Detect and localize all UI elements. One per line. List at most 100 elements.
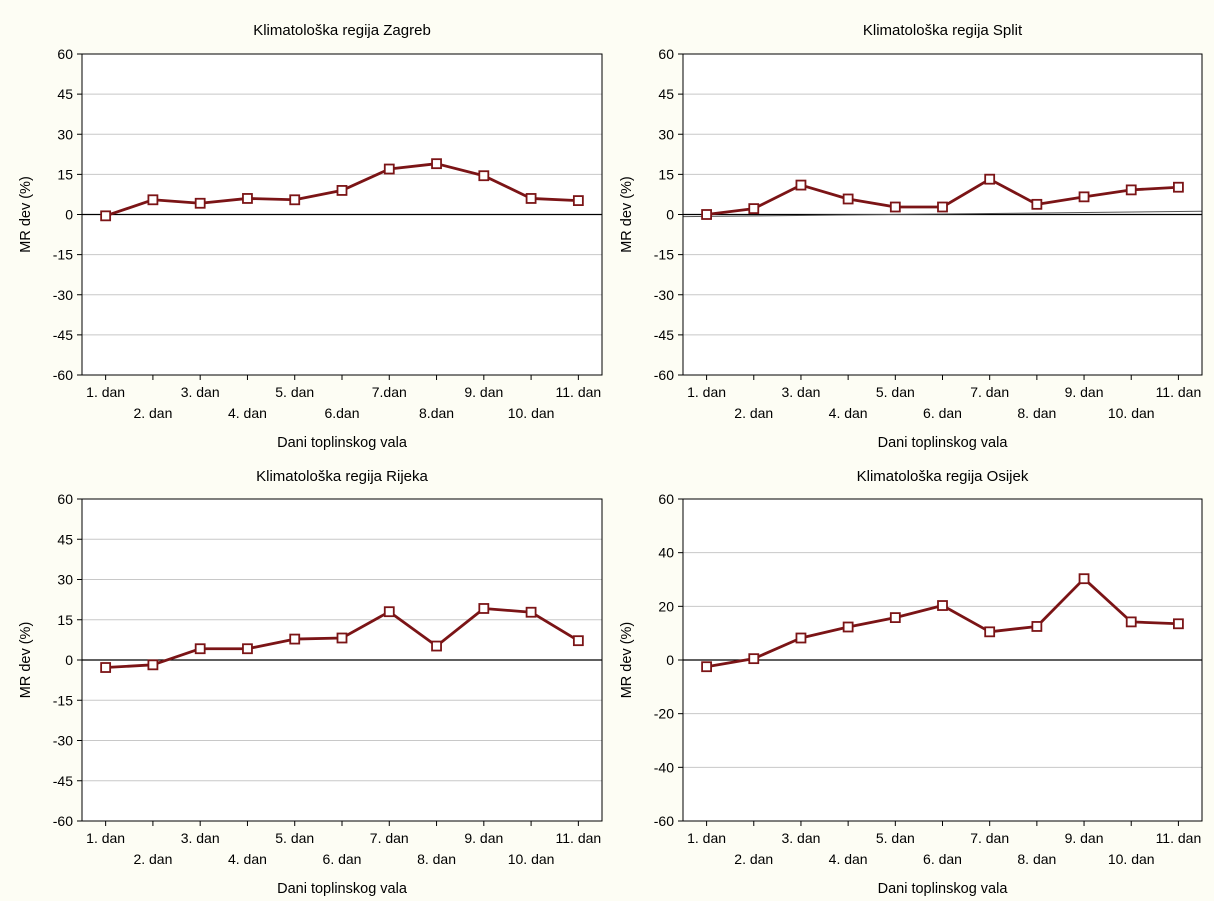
chart-title: Klimatološka regija Split xyxy=(863,22,1023,39)
chart-title: Klimatološka regija Osijek xyxy=(857,468,1029,485)
y-tick-label: 45 xyxy=(658,86,674,102)
y-tick-label: 30 xyxy=(57,126,73,142)
x-tick-label: 11. dan xyxy=(1156,830,1202,846)
data-point xyxy=(431,158,442,170)
chart-title: Klimatološka regija Zagreb xyxy=(253,22,431,39)
data-point xyxy=(383,163,395,175)
data-point xyxy=(748,653,760,665)
x-tick-label: 1. dan xyxy=(687,830,726,846)
y-tick-label: -20 xyxy=(654,706,674,722)
x-tick-label: 1. dan xyxy=(86,384,125,400)
x-tick-label: 7. dan xyxy=(970,830,1009,846)
data-point xyxy=(242,193,253,204)
y-tick-label: -60 xyxy=(654,367,674,383)
panel-1: 60 45 30 15 0 -15 -30 -45 -60 1. dan 2. dan 3. dan 4… xyxy=(18,22,603,451)
x-tick-label: 6. dan xyxy=(923,405,962,421)
chart-title: Klimatološka regija Rijeka xyxy=(256,468,428,485)
data-point xyxy=(194,643,206,655)
x-tick-label: 9. dan xyxy=(1065,384,1104,400)
x-tick-label: 7. dan xyxy=(370,830,409,846)
x-tick-label: 2. dan xyxy=(734,405,773,421)
y-tick-label: -60 xyxy=(654,813,674,829)
y-tick-label: 0 xyxy=(65,207,73,223)
data-point xyxy=(795,179,807,191)
data-point xyxy=(1031,198,1043,210)
x-tick-label: 6. dan xyxy=(323,851,362,867)
data-point xyxy=(889,201,901,213)
y-tick-label: 60 xyxy=(658,491,674,507)
x-tick-label: 10. dan xyxy=(1108,851,1155,867)
y-tick-label: 60 xyxy=(57,491,73,507)
x-tick-label: 10. dan xyxy=(1108,405,1155,421)
y-axis-label: MR dev (%) xyxy=(18,176,34,253)
data-point xyxy=(1031,621,1043,632)
data-point xyxy=(795,632,807,644)
y-tick-label: 0 xyxy=(666,207,674,223)
y-tick-label: 45 xyxy=(57,531,73,547)
data-point xyxy=(525,193,537,204)
x-tick-label: 4. dan xyxy=(829,851,868,867)
x-tick-label: 6.dan xyxy=(324,405,359,421)
y-tick-label: 0 xyxy=(65,652,73,668)
y-tick-label: -15 xyxy=(654,247,674,263)
x-axis-label: Dani toplinskog vala xyxy=(277,435,408,451)
y-tick-label: 60 xyxy=(658,46,674,62)
data-point xyxy=(100,210,112,222)
x-tick-label: 8.dan xyxy=(419,405,454,421)
data-point xyxy=(289,633,301,645)
x-tick-label: 3. dan xyxy=(781,384,820,400)
x-tick-label: 4. dan xyxy=(228,851,267,867)
x-tick-label: 11. dan xyxy=(556,830,602,846)
x-tick-label: 8. dan xyxy=(417,851,456,867)
data-point xyxy=(336,185,348,196)
y-tick-label: 15 xyxy=(57,166,73,182)
data-point xyxy=(478,603,490,614)
y-tick-label: 45 xyxy=(57,86,73,102)
data-point xyxy=(289,194,301,206)
data-point xyxy=(842,621,854,633)
y-tick-label: -45 xyxy=(53,327,73,343)
data-point xyxy=(701,209,712,220)
y-tick-label: -60 xyxy=(53,367,73,383)
data-point xyxy=(242,643,253,655)
x-tick-label: 11. dan xyxy=(556,384,602,400)
x-tick-label: 4. dan xyxy=(829,405,868,421)
x-tick-label: 7.dan xyxy=(372,384,407,400)
x-tick-label: 4. dan xyxy=(228,405,267,421)
x-tick-label: 10. dan xyxy=(508,851,555,867)
data-point xyxy=(1125,616,1137,628)
trend-line xyxy=(682,210,1203,218)
data-point xyxy=(572,635,584,647)
y-tick-label: 20 xyxy=(658,598,674,614)
data-point xyxy=(147,194,159,206)
y-axis-label: MR dev (%) xyxy=(619,622,635,699)
y-tick-label: 60 xyxy=(57,46,73,62)
x-tick-label: 2. dan xyxy=(133,851,172,867)
panel-2: 60 45 30 15 0 -15 -30 -45 -60 1. dan 2. dan 3. dan 4… xyxy=(619,22,1203,451)
y-tick-label: -30 xyxy=(53,733,73,749)
x-tick-label: 5. dan xyxy=(876,830,915,846)
x-tick-label: 3. dan xyxy=(181,384,220,400)
data-point xyxy=(431,640,442,652)
data-point xyxy=(1173,181,1184,193)
data-point xyxy=(194,197,206,209)
x-tick-label: 1. dan xyxy=(687,384,726,400)
x-tick-label: 3. dan xyxy=(781,830,820,846)
y-tick-label: -30 xyxy=(654,287,674,303)
y-tick-label: 40 xyxy=(658,545,674,561)
y-tick-label: -40 xyxy=(654,759,674,775)
x-axis-label: Dani toplinskog vala xyxy=(277,881,408,897)
x-tick-label: 7. dan xyxy=(970,384,1009,400)
x-tick-label: 5. dan xyxy=(876,384,915,400)
x-tick-label: 5. dan xyxy=(275,830,314,846)
y-tick-label: 30 xyxy=(57,572,73,588)
data-point xyxy=(478,170,490,182)
x-tick-label: 2. dan xyxy=(734,851,773,867)
x-tick-label: 9. dan xyxy=(1065,830,1104,846)
x-tick-label: 6. dan xyxy=(923,851,962,867)
y-tick-label: -45 xyxy=(654,327,674,343)
data-point xyxy=(383,606,395,618)
data-point xyxy=(336,632,348,644)
y-tick-label: -60 xyxy=(53,813,73,829)
